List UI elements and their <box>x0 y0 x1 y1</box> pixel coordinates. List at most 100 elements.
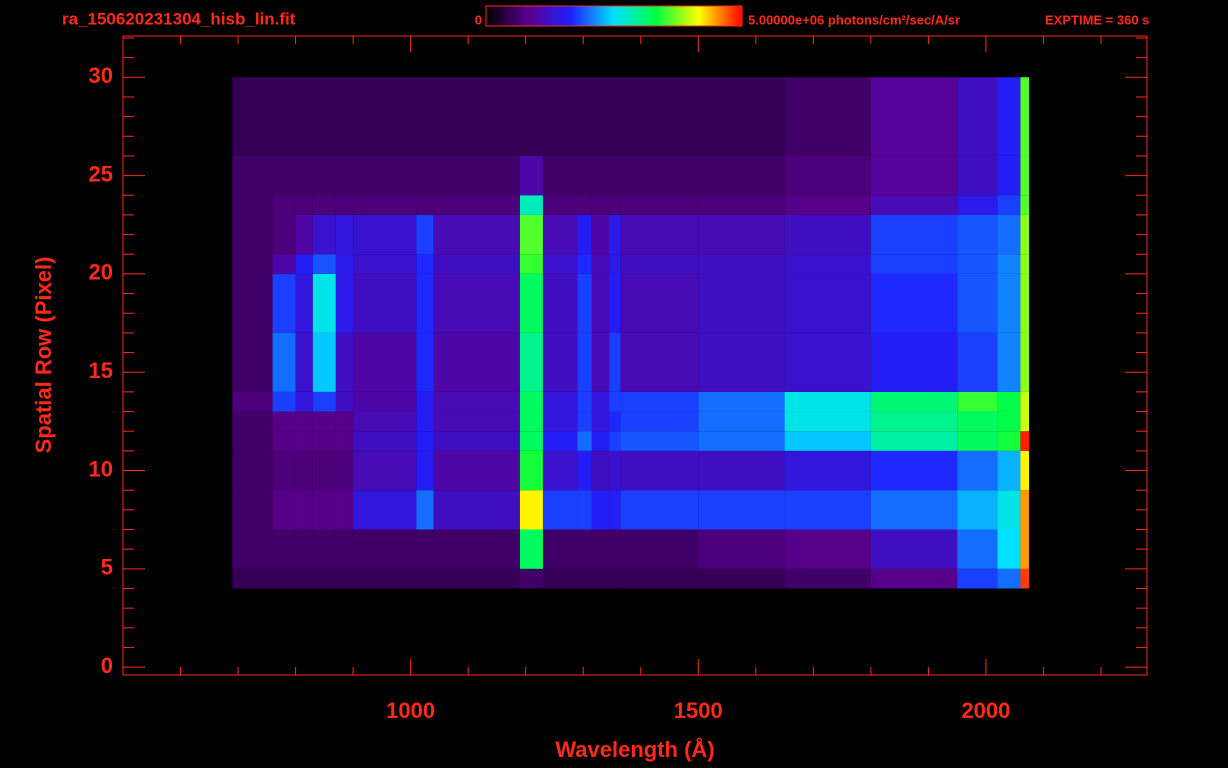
heatmap-cell <box>870 214 958 255</box>
heatmap-cell <box>433 450 520 491</box>
heatmap-cell <box>272 529 296 569</box>
heatmap-cell <box>698 155 785 196</box>
heatmap-cell <box>620 254 699 274</box>
heatmap-cell <box>591 195 610 215</box>
heatmap-cell <box>433 214 520 255</box>
heatmap-cell <box>577 490 592 530</box>
heatmap-cell <box>353 332 417 392</box>
heatmap-cell <box>335 77 354 156</box>
heatmap-cell <box>312 450 336 491</box>
y-tick-label: 25 <box>89 161 113 186</box>
heatmap-cell <box>295 568 313 589</box>
heatmap-cell <box>870 568 958 589</box>
heatmap-cell <box>353 195 417 215</box>
heatmap-cell <box>591 568 610 589</box>
heatmap-cell <box>353 214 417 255</box>
heatmap-cell <box>353 450 417 491</box>
heatmap-cell <box>620 195 699 215</box>
heatmap-cell <box>870 332 958 392</box>
heatmap-cell <box>698 529 785 569</box>
heatmap-cell <box>335 411 354 432</box>
heatmap-cell <box>1020 490 1030 530</box>
heatmap-cell <box>609 155 621 196</box>
heatmap-cell <box>295 155 313 196</box>
x-tick-label: 1000 <box>386 698 435 723</box>
heatmap-cell <box>577 568 592 589</box>
heatmap-cell <box>232 195 273 215</box>
heatmap-cell <box>591 273 610 333</box>
heatmap-cell <box>519 273 543 333</box>
heatmap-cell <box>620 214 699 255</box>
heatmap-cell <box>870 77 958 156</box>
heatmap-cell <box>1020 195 1030 215</box>
heatmap-cell <box>542 77 578 156</box>
heatmap-cell <box>957 529 998 569</box>
heatmap-cell <box>698 77 785 156</box>
heatmap-cell <box>232 490 273 530</box>
heatmap-cell <box>519 214 543 255</box>
heatmap-cell <box>353 431 417 451</box>
heatmap-cell <box>620 273 699 333</box>
heatmap-cell <box>1020 431 1030 451</box>
heatmap-cell <box>609 490 621 530</box>
heatmap-cell <box>312 254 336 274</box>
heatmap-cell <box>542 529 578 569</box>
heatmap-cell <box>335 431 354 451</box>
heatmap-cell <box>784 450 871 491</box>
exptime-annotation: EXPTIME = 360 s <box>1045 12 1149 27</box>
heatmap-cell <box>295 529 313 569</box>
heatmap-cell <box>232 273 273 333</box>
heatmap-cell <box>272 195 296 215</box>
heatmap-cell <box>353 254 417 274</box>
colorbar-label: 5.00000e+06 photons/cm²/sec/A/sr <box>748 12 960 27</box>
heatmap-cell <box>698 391 785 412</box>
heatmap-cell <box>312 77 336 156</box>
heatmap-cell <box>232 254 273 274</box>
heatmap-cell <box>609 529 621 569</box>
heatmap-cell <box>519 391 543 412</box>
heatmap-cell <box>433 529 520 569</box>
heatmap-cell <box>620 411 699 432</box>
heatmap-cell <box>295 77 313 156</box>
heatmap-cell <box>609 77 621 156</box>
heatmap-cell <box>698 450 785 491</box>
heatmap-cell <box>609 273 621 333</box>
heatmap-cell <box>433 391 520 412</box>
heatmap-cell <box>957 411 998 432</box>
heatmap-cell <box>870 529 958 569</box>
heatmap-cell <box>542 273 578 333</box>
heatmap-cell <box>232 332 273 392</box>
heatmap-cell <box>577 391 592 412</box>
heatmap-cell <box>232 391 273 412</box>
heatmap-cell <box>312 411 336 432</box>
heatmap-cell <box>272 490 296 530</box>
heatmap-cell <box>870 254 958 274</box>
heatmap-cell <box>609 568 621 589</box>
heatmap-cell <box>1020 332 1030 392</box>
heatmap-cell <box>519 450 543 491</box>
heatmap-cell <box>433 195 520 215</box>
heatmap-cell <box>577 450 592 491</box>
heatmap-cell <box>698 332 785 392</box>
heatmap-cell <box>353 411 417 432</box>
heatmap-cell <box>295 214 313 255</box>
heatmap-cell <box>784 214 871 255</box>
heatmap-cell <box>957 490 998 530</box>
heatmap-cell <box>272 568 296 589</box>
heatmap-cell <box>416 529 434 569</box>
heatmap-cell <box>577 411 592 432</box>
heatmap-cell <box>784 568 871 589</box>
heatmap-cell <box>591 77 610 156</box>
heatmap-cell <box>335 195 354 215</box>
heatmap-cell <box>295 254 313 274</box>
heatmap-cell <box>416 391 434 412</box>
heatmap-cell <box>698 254 785 274</box>
heatmap-cell <box>416 431 434 451</box>
heatmap-cell <box>519 155 543 196</box>
heatmap-cell <box>519 490 543 530</box>
heatmap-cell <box>957 155 998 196</box>
heatmap-cell <box>416 254 434 274</box>
heatmap-cell <box>353 273 417 333</box>
heatmap-cell <box>335 214 354 255</box>
heatmap-cell <box>295 195 313 215</box>
